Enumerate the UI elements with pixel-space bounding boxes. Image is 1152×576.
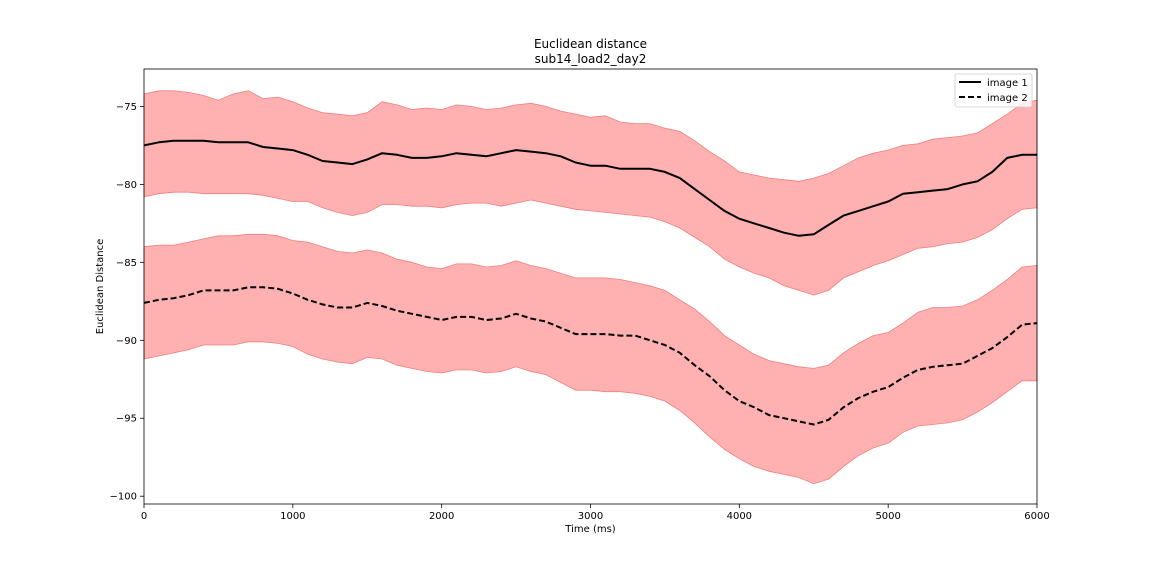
y-tick-label: −95 bbox=[116, 414, 137, 425]
legend: image 1 image 2 bbox=[954, 73, 1033, 108]
y-axis: −75 −80 −85 −90 −95 −100 bbox=[110, 102, 144, 503]
x-tick-label: 6000 bbox=[1024, 511, 1049, 522]
x-tick-label: 0 bbox=[141, 511, 147, 522]
x-axis: 0 1000 2000 3000 4000 5000 6000 bbox=[141, 504, 1050, 522]
x-tick-label: 1000 bbox=[280, 511, 305, 522]
y-tick-label: −75 bbox=[116, 102, 137, 113]
chart-subtitle: sub14_load2_day2 bbox=[535, 52, 647, 66]
y-tick-label: −85 bbox=[116, 258, 137, 269]
confidence-band-2 bbox=[143, 233, 1038, 485]
series-line-image-1 bbox=[143, 139, 1037, 237]
x-tick-label: 3000 bbox=[578, 511, 603, 522]
x-tick-label: 2000 bbox=[429, 511, 454, 522]
x-tick-label: 5000 bbox=[875, 511, 900, 522]
legend-label-image-2: image 2 bbox=[987, 93, 1028, 104]
y-tick-label: −80 bbox=[116, 180, 137, 191]
legend-label-image-1: image 1 bbox=[987, 78, 1028, 89]
y-tick-label: −100 bbox=[110, 492, 137, 503]
y-tick-label: −90 bbox=[116, 336, 137, 347]
series-lines bbox=[143, 139, 1038, 426]
plot-area bbox=[143, 90, 1038, 485]
chart-title: Euclidean distance bbox=[534, 37, 647, 51]
y-axis-label: Euclidean Distance bbox=[95, 239, 106, 335]
confidence-bands bbox=[143, 90, 1038, 485]
x-axis-label: Time (ms) bbox=[564, 524, 616, 535]
x-tick-label: 4000 bbox=[727, 511, 752, 522]
series-line-image-2 bbox=[143, 286, 1038, 426]
